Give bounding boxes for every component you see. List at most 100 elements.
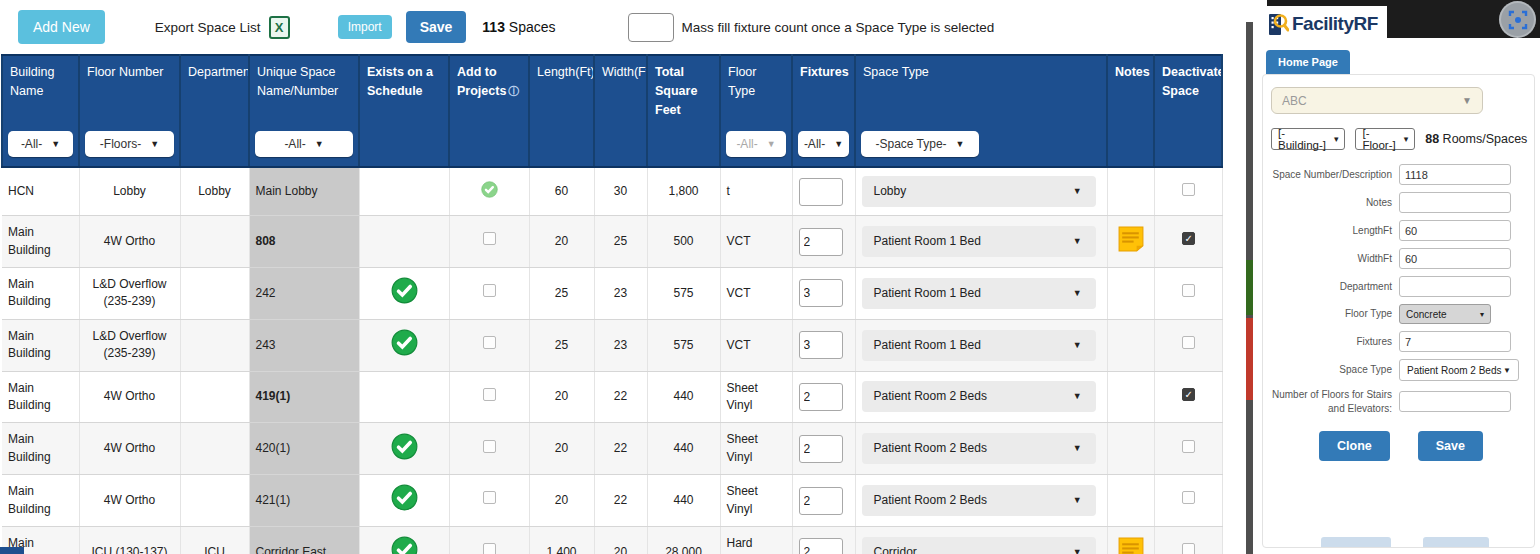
partial-bottom-button[interactable] — [1321, 537, 1391, 547]
field-select[interactable]: Concrete▾ — [1399, 304, 1491, 324]
table-row[interactable]: HCN Lobby Lobby Main Lobby 60 30 1,800 t… — [2, 167, 1222, 216]
table-row[interactable]: Main Building L&D Overflow (235-239) 242… — [2, 268, 1222, 320]
space-type-dropdown[interactable]: Lobby▼ — [862, 176, 1096, 207]
floor-type-cell: VCT — [720, 268, 792, 320]
notes-cell — [1107, 167, 1154, 216]
space-filter-dropdown[interactable]: -All-▼ — [255, 131, 353, 157]
add-to-project-checkbox[interactable] — [483, 388, 496, 401]
field-input[interactable] — [1399, 220, 1511, 241]
floor-type-cell: Sheet Vinyl — [720, 475, 792, 527]
excel-icon[interactable]: X — [269, 16, 290, 39]
form-field-row: Department — [1271, 276, 1526, 297]
field-dropdown[interactable]: Patient Room 2 Beds▼ — [1399, 359, 1519, 381]
field-input[interactable] — [1399, 276, 1511, 297]
add-to-project-checkbox[interactable] — [483, 543, 496, 554]
field-label: Number of Floors for Stairs and Elevator… — [1271, 388, 1399, 415]
table-row[interactable]: Main Building 4W Ortho 419(1) 20 22 440 … — [2, 371, 1222, 423]
deactivate-checkbox[interactable] — [1182, 388, 1195, 401]
length-cell: 25 — [529, 268, 594, 320]
building-cell: Main Building — [2, 268, 79, 320]
building-select[interactable]: [-Building-]▾ — [1271, 128, 1345, 150]
deactivate-checkbox[interactable] — [1182, 284, 1195, 297]
add-new-button[interactable]: Add New — [18, 10, 105, 44]
capture-extension-button[interactable] — [1499, 1, 1536, 38]
space-name-cell: 243 — [249, 319, 359, 371]
site-select[interactable]: ABC ▼ — [1271, 87, 1483, 114]
space-type-filter-dropdown[interactable]: -Space Type-▼ — [861, 131, 979, 157]
add-to-project-checkbox[interactable] — [483, 232, 496, 245]
fixtures-filter-dropdown[interactable]: -All-▼ — [798, 131, 849, 157]
floor-type-filter-dropdown[interactable]: -All-▼ — [726, 131, 786, 157]
add-to-project-checkbox[interactable] — [483, 284, 496, 297]
mass-fill-input[interactable] — [628, 13, 674, 42]
deactivate-checkbox[interactable] — [1182, 232, 1195, 245]
chevron-down-icon: ▾ — [1334, 134, 1339, 144]
add-to-project-checkbox[interactable] — [483, 491, 496, 504]
home-page-tab[interactable]: Home Page — [1266, 50, 1350, 74]
table-row[interactable]: Main Building 4W Ortho 420(1) 20 22 440 … — [2, 423, 1222, 475]
import-button[interactable]: Import — [338, 15, 392, 39]
deactivate-checkbox[interactable] — [1182, 183, 1195, 196]
add-to-project-checkbox[interactable] — [483, 336, 496, 349]
add-to-project-checkbox[interactable] — [483, 440, 496, 453]
space-type-dropdown[interactable]: Corridor▼ — [862, 537, 1096, 554]
deactivate-checkbox[interactable] — [1182, 440, 1195, 453]
space-type-dropdown[interactable]: Patient Room 2 Beds▼ — [862, 485, 1096, 516]
space-type-value: Patient Room 2 Beds — [874, 492, 987, 509]
deactivate-checkbox[interactable] — [1182, 543, 1195, 554]
fixtures-input[interactable] — [799, 538, 843, 554]
clone-button[interactable]: Clone — [1319, 431, 1390, 461]
facilityrf-panel: FacilityRF Home Page ABC ▼ [-Building-]▾… — [1253, 0, 1540, 554]
total-square-feet-cell: 575 — [647, 319, 720, 371]
floor-type-cell: VCT — [720, 319, 792, 371]
note-icon[interactable] — [1117, 226, 1145, 252]
fixtures-input[interactable] — [799, 331, 843, 359]
space-type-dropdown[interactable]: Patient Room 1 Bed▼ — [862, 330, 1096, 361]
floors-filter-dropdown[interactable]: -Floors-▼ — [85, 131, 174, 157]
space-type-dropdown[interactable]: Patient Room 1 Bed▼ — [862, 226, 1096, 257]
field-input[interactable] — [1399, 331, 1511, 352]
chevron-down-icon: ▼ — [51, 139, 60, 149]
department-cell — [180, 371, 249, 423]
floors-filter-value: -Floors- — [100, 137, 141, 151]
field-input[interactable] — [1399, 192, 1511, 213]
table-row[interactable]: Main Building 4W Ortho 808 20 25 500 VCT… — [2, 216, 1222, 268]
deactivate-cell — [1154, 268, 1222, 320]
deactivate-checkbox[interactable] — [1182, 336, 1195, 349]
fixtures-input[interactable] — [799, 178, 843, 206]
fixtures-input[interactable] — [799, 487, 843, 515]
save-button[interactable]: Save — [406, 11, 467, 43]
field-input[interactable] — [1399, 391, 1511, 412]
field-input[interactable] — [1399, 164, 1511, 185]
panel-scrollbar[interactable] — [1246, 22, 1253, 554]
partial-bottom-button[interactable] — [1423, 537, 1489, 547]
fixtures-input[interactable] — [799, 435, 843, 463]
panel-save-button[interactable]: Save — [1418, 431, 1483, 461]
width-cell: 22 — [594, 371, 647, 423]
total-square-feet-cell: 440 — [647, 371, 720, 423]
space-type-value: Patient Room 2 Beds — [874, 440, 987, 457]
table-row[interactable]: Main Building L&D Overflow (235-239) 243… — [2, 319, 1222, 371]
field-input[interactable] — [1399, 248, 1511, 269]
exists-cell — [359, 371, 449, 423]
building-cell: Main Building — [2, 475, 79, 527]
table-row[interactable]: Main Building ICU (130-137) ICU Corridor… — [2, 526, 1222, 554]
note-icon[interactable] — [1117, 537, 1145, 554]
chevron-down-icon: ▾ — [1480, 310, 1484, 319]
building-filter-dropdown[interactable]: -All-▼ — [8, 131, 73, 157]
fixtures-input[interactable] — [799, 228, 843, 256]
exists-cell — [359, 475, 449, 527]
table-row[interactable]: Main Building 4W Ortho 421(1) 20 22 440 … — [2, 475, 1222, 527]
fixtures-input[interactable] — [799, 383, 843, 411]
spaces-count-number: 113 — [482, 19, 505, 35]
space-type-dropdown[interactable]: Patient Room 2 Beds▼ — [862, 381, 1096, 412]
floor-select[interactable]: [-Floor-]▾ — [1355, 128, 1415, 150]
space-type-dropdown[interactable]: Patient Room 1 Bed▼ — [862, 278, 1096, 309]
space-type-dropdown[interactable]: Patient Room 2 Beds▼ — [862, 433, 1096, 464]
deactivate-checkbox[interactable] — [1182, 491, 1195, 504]
header-unique-space: Unique Space Name/Number — [249, 55, 359, 125]
length-cell: 20 — [529, 475, 594, 527]
info-icon[interactable]: ⓘ — [508, 85, 519, 97]
fixtures-input[interactable] — [799, 279, 843, 307]
export-space-list-link[interactable]: Export Space List — [155, 20, 261, 35]
